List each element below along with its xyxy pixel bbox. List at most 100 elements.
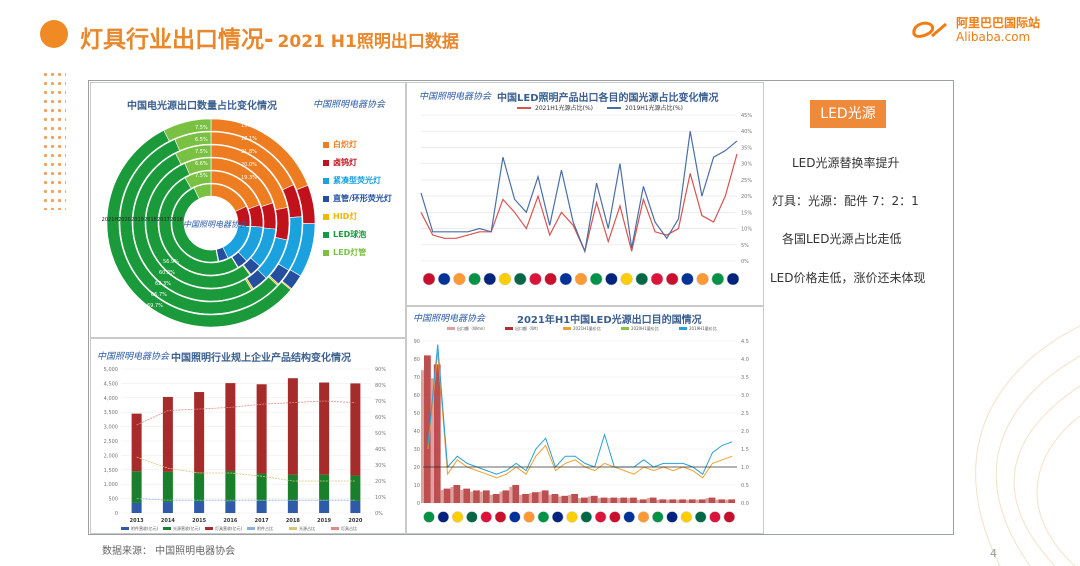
logo-en-text: Alibaba.com	[955, 30, 1031, 44]
country-flag-icon	[723, 511, 736, 523]
donut-legend-item: LED灯管	[323, 247, 366, 258]
bar	[482, 490, 490, 503]
bar-segment	[350, 500, 361, 513]
series-line	[420, 153, 738, 254]
y-tick-label: 10	[414, 483, 420, 489]
legend-swatch	[323, 213, 329, 220]
y2-tick-label: 20%	[375, 479, 386, 485]
panel-led-export-destination: 中国照明电器协会 2021年H1中国LED光源出口目的国情况 90 80 70 60 5…	[406, 306, 764, 534]
note-replacement-rate: LED光源替换率提升	[792, 156, 900, 170]
y-tick-label: 3,000	[104, 425, 118, 431]
donut-value-label: 60.2%	[159, 270, 175, 276]
y-tick-label: 50	[414, 411, 420, 417]
bar	[522, 494, 529, 503]
y2-tick-label: 0%	[375, 511, 383, 517]
legend-swatch	[331, 527, 339, 530]
donut-value-label: 62.3%	[155, 281, 171, 287]
bar	[688, 499, 696, 503]
bar	[512, 485, 520, 503]
country-flag-icon	[680, 511, 693, 523]
bar	[558, 496, 562, 503]
panel3-title: 中国照明行业规上企业产品结构变化情况	[171, 353, 351, 364]
legend-swatch	[323, 195, 329, 202]
bar	[528, 493, 532, 503]
legend-swatch	[323, 159, 329, 166]
legend-label: 附件营收(亿元)	[131, 525, 159, 531]
legend-label: 2021H1量价比	[573, 325, 601, 331]
country-flag-icon	[711, 272, 725, 286]
y-tick-label: 30	[414, 447, 420, 453]
legend-label: 白炽灯	[333, 140, 357, 149]
bar-segment	[256, 384, 267, 474]
y-tick-label: 60	[414, 393, 420, 399]
bar-segment	[194, 472, 205, 502]
series-line	[420, 131, 738, 254]
y2-tick-label: 0.0	[741, 501, 749, 507]
note-price: LED价格走低，涨价还未体现	[770, 271, 926, 285]
country-flag-icon	[437, 511, 450, 523]
y-tick-label: 40	[414, 429, 420, 435]
country-flag-icon	[623, 511, 635, 523]
legend-swatch	[247, 527, 255, 530]
donut-value-label: 21.8%	[241, 149, 257, 155]
bar-segment	[350, 475, 361, 501]
bar	[725, 499, 729, 503]
donut-legend-item: 紧凑型荧光灯	[323, 175, 381, 186]
y-tick-label: 500	[108, 497, 118, 503]
x-tick-label: 2016	[223, 518, 237, 524]
donut-year-label: 2017	[157, 217, 170, 223]
donut-value-label: 7.5%	[195, 149, 208, 155]
y2-tick-label: 10%	[375, 495, 386, 501]
decorative-dot-pattern	[42, 70, 66, 210]
bar	[705, 498, 709, 503]
bar	[627, 498, 631, 503]
legend-label: 2019H1量价比	[689, 325, 717, 331]
bar	[620, 497, 628, 503]
legend-label: LED灯管	[333, 248, 367, 257]
country-flag-icon	[665, 272, 679, 286]
donut-legend-item: 直管/环形荧光灯	[323, 193, 392, 204]
bar	[590, 495, 598, 503]
bar-segment	[256, 500, 267, 513]
x-tick-label: 2015	[192, 518, 206, 524]
country-flag-icon	[453, 272, 466, 286]
legend-label: 2020H1量价比	[631, 325, 659, 331]
donut-value-label: 7.5%	[195, 173, 208, 179]
panel3-assoc-logo: 中国照明电器协会	[97, 352, 170, 362]
donut-legend-item: HID灯	[323, 211, 357, 222]
y2-tick-label: 1.5	[741, 447, 749, 453]
donut-slice	[184, 170, 212, 189]
donut-year-label: 2021H1	[102, 217, 122, 223]
legend-swatch	[323, 249, 329, 256]
bar-segment	[194, 501, 205, 513]
bar	[679, 499, 686, 503]
donut-value-label: 7.5%	[195, 125, 208, 131]
y2-tick-label: 3.5	[741, 375, 749, 381]
donut-year-label: 2016	[170, 217, 183, 223]
panel2-title: 中国LED照明产品出口各目的国光源占比变化情况	[497, 93, 719, 104]
legend-swatch	[323, 141, 329, 148]
led-light-source-badge: LED光源	[810, 100, 886, 128]
y-tick-label: 3,500	[104, 410, 118, 416]
country-flag-icon	[544, 272, 557, 286]
logo-cn-text: 阿里巴巴国际站	[955, 16, 1040, 30]
country-flag-icon	[537, 511, 550, 523]
legend-swatch	[679, 327, 687, 330]
donut-year-label: 2020	[118, 217, 131, 223]
bar	[708, 497, 716, 503]
country-flag-icon	[589, 272, 603, 286]
country-flag-icon	[468, 272, 481, 286]
bar-segment	[319, 382, 330, 475]
bar	[551, 494, 559, 503]
bar-segment	[350, 383, 361, 476]
y2-tick-label: 70%	[375, 399, 386, 405]
country-flag-icon	[696, 272, 709, 286]
donut-value-label: 20.0%	[241, 162, 257, 168]
ratio-line	[427, 344, 733, 475]
bar	[470, 491, 474, 503]
panel2-legend-2019: 2019H1光源占比(%)	[607, 103, 683, 112]
bar	[450, 486, 454, 503]
legend-swatch	[563, 327, 571, 330]
legend-swatch	[121, 527, 129, 530]
bar	[718, 499, 726, 503]
